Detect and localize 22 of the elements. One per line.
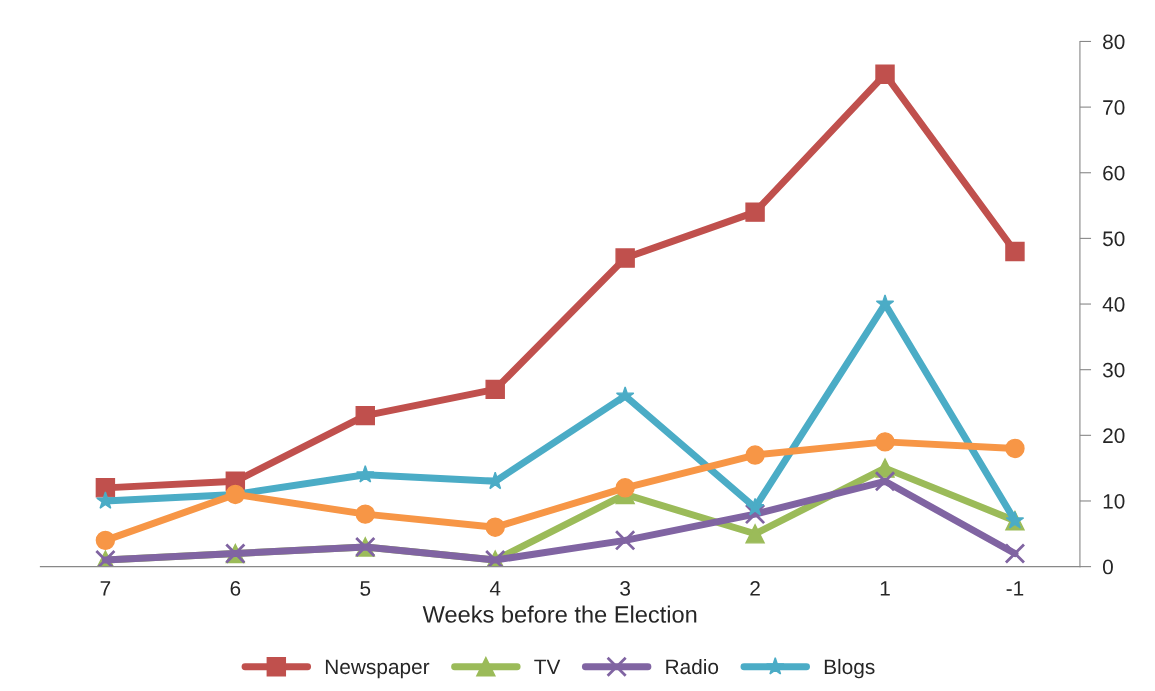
x-tick-label: 2 [750, 581, 760, 596]
y-tick-label: 20 [1103, 428, 1125, 444]
x-tick-label: 6 [230, 581, 241, 596]
y-tick-label: 70 [1103, 100, 1125, 115]
x-tick-label: 4 [489, 581, 501, 596]
y-tick-label: 30 [1102, 362, 1125, 378]
y-tick-label: 0 [1102, 559, 1113, 575]
x-tick-label: 1 [880, 581, 890, 596]
legend-label: Radio [666, 658, 719, 675]
y-tick-label: 80 [1103, 34, 1125, 50]
legend-label: TV [534, 659, 561, 674]
y-tick-label: 60 [1103, 165, 1125, 181]
legend-label: Blogs [824, 658, 875, 679]
x-tick-label: 7 [100, 581, 111, 596]
x-axis-title: Weeks before the Election [422, 605, 697, 623]
x-tick-label: 5 [360, 581, 371, 596]
legend-label: Newspaper [325, 659, 430, 679]
y-tick-label: 10 [1103, 493, 1125, 509]
x-tick-label: -1 [1006, 581, 1024, 596]
y-tick-label: 50 [1102, 231, 1125, 247]
y-tick-label: 40 [1102, 297, 1125, 312]
x-tick-label: 3 [620, 581, 631, 596]
